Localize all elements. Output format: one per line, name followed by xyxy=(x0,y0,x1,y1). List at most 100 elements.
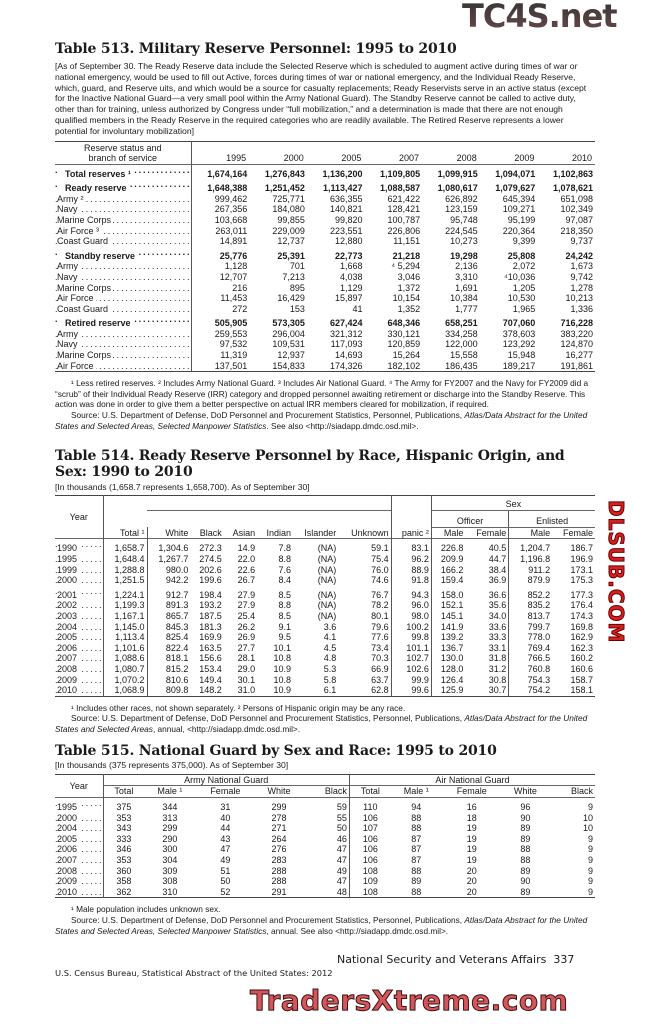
cell-value: 153.4 xyxy=(199,663,222,674)
table-row: 2010 1,068.9 809.8 148.2 31.0 10.9 6.162.899.6… xyxy=(55,685,595,697)
cell-value: 26.7 xyxy=(237,575,256,586)
cell-value: 1,204.7 xyxy=(520,543,551,554)
cell-value: 27.7 xyxy=(237,642,256,653)
cell-value: 20 xyxy=(466,865,477,876)
row-label-text: Air Force ³ xyxy=(57,225,102,236)
cell-value: 103,668 xyxy=(214,214,248,225)
cell-value: 52 xyxy=(220,886,231,897)
cell-value: 128,421 xyxy=(387,204,421,215)
table-513-title: Table 513. Military Reserve Personnel: 1… xyxy=(55,41,457,57)
table-row: 2009 1,070.2 810.6 149.4 30.1 10.8 5.863.799.9… xyxy=(55,674,595,686)
cell-value: 128.0 xyxy=(440,663,464,674)
watermark-logo-tc4s: TC4S.net xyxy=(462,0,618,35)
year-text: 1995 xyxy=(57,801,80,812)
cell-value: 47 xyxy=(302,876,350,887)
cell-value: 189,217 xyxy=(502,360,536,371)
cell-value: 88 xyxy=(411,812,422,823)
cell-value: 1,372 xyxy=(397,282,421,293)
table-row: 2000 1,251.5 942.2 199.6 26.7 8.4 (NA)74.691.8… xyxy=(55,575,595,586)
cell-value: 95,199 xyxy=(507,214,536,225)
cell-value: 130.0 xyxy=(440,653,464,664)
cell-value: 14,891 xyxy=(219,236,248,247)
row-year: 2010 xyxy=(55,886,104,898)
cell-value: 20 xyxy=(466,876,477,887)
cell-value: 149.4 xyxy=(199,674,222,685)
row-label-text: Ready reserve xyxy=(57,183,129,194)
cell-value: 186.7 xyxy=(570,543,593,554)
cell-value: 1,088.6 xyxy=(103,653,148,664)
table-row: Army 259,553 296,004 321,312 330,121 334,258 3… xyxy=(55,328,595,340)
cell-value: 911.2 xyxy=(528,564,551,575)
cell-value: 162.9 xyxy=(570,632,593,643)
cell-value: 18 xyxy=(466,812,477,823)
column-header: panic ² xyxy=(391,527,432,539)
cell-value: 288 xyxy=(271,876,287,887)
column-header: Unknown xyxy=(338,527,392,539)
cell-value: 353 xyxy=(116,854,132,865)
cell-value: (NA) xyxy=(317,600,337,611)
cell-value: 97,087 xyxy=(565,214,593,225)
table-row: 1995 375 344 31 299 59 110 94 16 96 9 xyxy=(55,797,595,813)
cell-value: 9,737 xyxy=(570,236,593,247)
table-row: Total reserves ¹ 1,674,164 1,276,843 1,136,… xyxy=(55,164,595,180)
cell-value: 815.2 xyxy=(165,663,189,674)
cell-value: 31.0 xyxy=(237,685,256,696)
cell-value: 158.0 xyxy=(440,589,464,600)
row-year: 2010 xyxy=(55,685,104,697)
row-year: 2006 xyxy=(55,844,104,855)
cell-value: 9,399 xyxy=(512,236,536,247)
cell-value: 177.3 xyxy=(570,589,593,600)
cell-value: 139.2 xyxy=(440,632,464,643)
year-header: Year xyxy=(55,774,104,798)
year-text: 2008 xyxy=(57,865,80,876)
cell-value: 145.1 xyxy=(440,610,464,621)
row-label: Retired reserve xyxy=(55,314,192,329)
cell-value: 309 xyxy=(162,865,178,876)
cell-value: 3.6 xyxy=(323,621,337,632)
page-number: 337 xyxy=(553,953,575,966)
cell-value: 778.0 xyxy=(527,632,551,643)
cell-value: 30.1 xyxy=(237,674,256,685)
table-row: 1990 1,658.7 1,304.6 272.3 14.9 7.8 (NA)59.183… xyxy=(55,538,595,554)
cell-value: 980.0 xyxy=(165,564,189,575)
cell-value: 99,820 xyxy=(334,214,363,225)
source-text: Source: U.S. Department of Defense, DoD … xyxy=(71,914,465,925)
cell-value: 360 xyxy=(116,865,132,876)
year-text: 2006 xyxy=(57,642,80,653)
cell-value: 10.8 xyxy=(273,674,291,685)
air-guard-header: Air National Guard xyxy=(349,774,595,787)
cell-value: 40.5 xyxy=(465,538,510,554)
cell-value: 33.3 xyxy=(465,632,510,643)
cell-value: 88 xyxy=(411,886,422,897)
cell-value: 3,310 xyxy=(455,271,478,282)
table-515: Table 515. National Guard by Sex and Rac… xyxy=(55,743,595,936)
cell-value: 184,080 xyxy=(272,204,305,215)
cell-value: 117,093 xyxy=(330,339,363,350)
cell-value: 94 xyxy=(411,801,422,812)
cell-value: 49 xyxy=(220,854,231,865)
column-header: Female xyxy=(456,786,487,797)
cell-value: 2,072 xyxy=(512,261,536,272)
column-header: Male ¹ xyxy=(403,786,429,797)
cell-value: 8.8 xyxy=(278,600,291,611)
cell-value: 1,673 xyxy=(570,261,593,272)
table-row: 2004 343 299 44 271 50 107 88 19 89 10 xyxy=(55,823,595,834)
row-label: Army xyxy=(55,328,192,340)
publisher-line: U.S. Census Bureau, Statistical Abstract… xyxy=(55,968,333,978)
cell-value: 267,356 xyxy=(214,204,248,215)
cell-value: 95,748 xyxy=(450,214,478,225)
cell-value: 88 xyxy=(520,854,531,865)
cell-value: 77.6 xyxy=(338,632,392,643)
cell-value: 1,251.5 xyxy=(103,575,148,586)
cell-value: 912.7 xyxy=(165,589,189,600)
table-514-footnote: ¹ Includes other races, not shown separa… xyxy=(71,702,406,713)
cell-value: 19 xyxy=(466,833,477,844)
row-label: Total reserves ¹ xyxy=(55,164,192,180)
table-515-headnote: [In thousands (375 represents 375,000). … xyxy=(55,760,289,770)
cell-value: 852.2 xyxy=(527,589,551,600)
cell-value: 330,121 xyxy=(387,328,421,339)
cell-value: 8.8 xyxy=(278,553,291,564)
cell-value: 9.1 xyxy=(278,621,291,632)
table-row: Marine Corps 216 895 1,129 1,372 1,691 1,205 1,… xyxy=(55,282,595,294)
row-label: Ready reserve xyxy=(55,179,192,194)
